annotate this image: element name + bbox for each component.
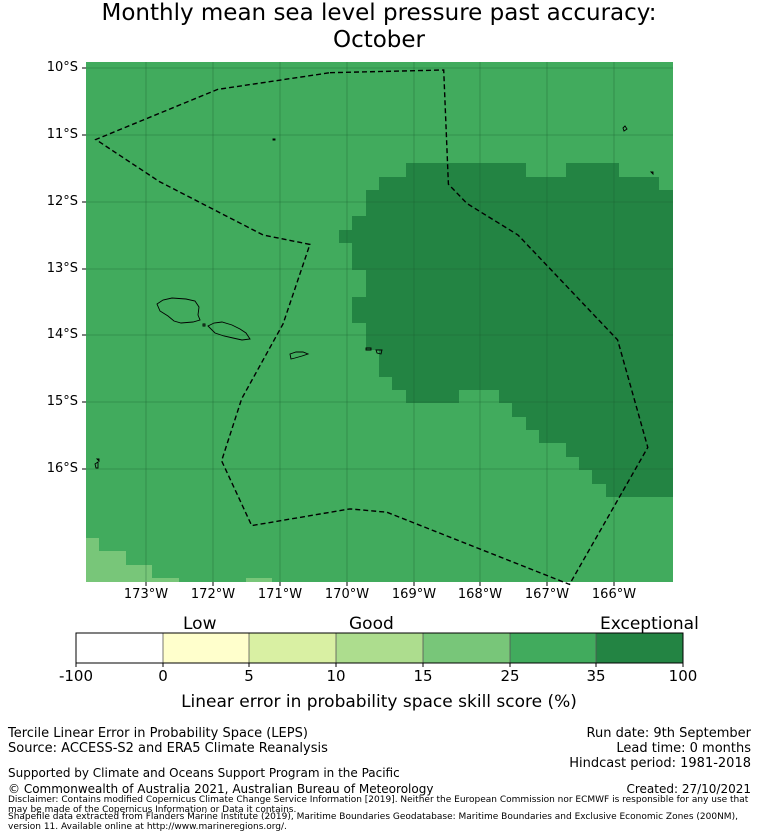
cb-white — [76, 633, 163, 663]
footer-copyright: © Commonwealth of Australia 2021, Austra… — [8, 782, 434, 796]
colorbar-tick: 100 — [668, 667, 698, 685]
island-manua-2 — [375, 349, 383, 355]
colorbar-tick: 10 — [326, 667, 346, 685]
exceptional-skill-region — [339, 163, 673, 497]
cb-78c679 — [423, 633, 510, 663]
lat-label: 14°S — [46, 327, 78, 342]
footer-lead-time: Lead time: 0 months — [616, 741, 751, 756]
footer-source: Source: ACCESS-S2 and ERA5 Climate Reana… — [8, 741, 328, 756]
colorbar — [75, 632, 684, 667]
lon-label: 173°W — [123, 587, 169, 602]
category-good-label: Good — [349, 614, 394, 634]
footer-run-date: Run date: 9th September — [586, 726, 751, 741]
footer-disclaimer: Disclaimer: Contains modified Copernicus… — [8, 795, 749, 815]
lon-label: 170°W — [324, 587, 370, 602]
cb-41ab5d — [510, 633, 596, 663]
cb-ffffcc — [163, 633, 249, 663]
cb-d9f0a3 — [249, 633, 336, 663]
colorbar-tick: 5 — [244, 667, 254, 685]
footer-support: Supported by Climate and Oceans Support … — [8, 766, 400, 780]
axis-ticks — [82, 67, 615, 586]
footer-created: Created: 27/10/2021 — [626, 782, 751, 796]
island-small-1 — [202, 323, 206, 327]
lon-label: 169°W — [391, 587, 437, 602]
island-wallis-2 — [95, 458, 100, 463]
cb-238443 — [596, 633, 683, 663]
lat-label: 11°S — [46, 127, 78, 142]
island-wallis — [94, 461, 99, 469]
colorbar-label: Linear error in probability space skill … — [181, 692, 577, 712]
colorbar-tick: 35 — [586, 667, 606, 685]
lat-label: 16°S — [46, 461, 78, 476]
lat-label: 10°S — [46, 60, 78, 75]
map-title-line1: Monthly mean sea level pressure past acc… — [101, 0, 657, 26]
low-skill-patch — [86, 538, 179, 582]
colorbar-tick: 0 — [158, 667, 168, 685]
lon-label: 166°W — [591, 587, 637, 602]
island-tutuila — [289, 351, 310, 360]
category-low-label: Low — [183, 614, 217, 634]
island-tokelau-1 — [622, 125, 628, 132]
lon-label: 171°W — [257, 587, 303, 602]
low-skill-patch-small — [246, 578, 272, 582]
map-title-line2: October — [332, 27, 426, 53]
category-exceptional-label: Exceptional — [600, 614, 699, 634]
graticule — [86, 62, 673, 582]
colorbar-tick: -100 — [58, 667, 94, 685]
eez-boundary — [94, 69, 649, 586]
islands — [94, 125, 654, 469]
skill-field — [86, 62, 673, 582]
lat-label: 15°S — [46, 394, 78, 409]
colorbar-tick: 15 — [413, 667, 433, 685]
island-savaii — [156, 297, 201, 324]
island-upolu — [207, 321, 251, 341]
island-manua-1 — [365, 347, 372, 351]
lon-label: 172°W — [190, 587, 236, 602]
lat-label: 12°S — [46, 194, 78, 209]
lon-label: 168°W — [457, 587, 503, 602]
colorbar-tick: 25 — [500, 667, 520, 685]
lon-label: 167°W — [524, 587, 570, 602]
lat-label: 13°S — [46, 261, 78, 276]
island-swains — [272, 138, 276, 141]
footer-hindcast: Hindcast period: 1981-2018 — [569, 756, 751, 771]
footer-method: Tercile Linear Error in Probability Spac… — [8, 726, 308, 741]
cb-frame — [75, 632, 684, 664]
cb-addd8e — [336, 633, 423, 663]
island-tokelau-2 — [649, 171, 654, 176]
footer-shapefile-credit: Shapefile data extracted from Flanders M… — [8, 812, 738, 832]
